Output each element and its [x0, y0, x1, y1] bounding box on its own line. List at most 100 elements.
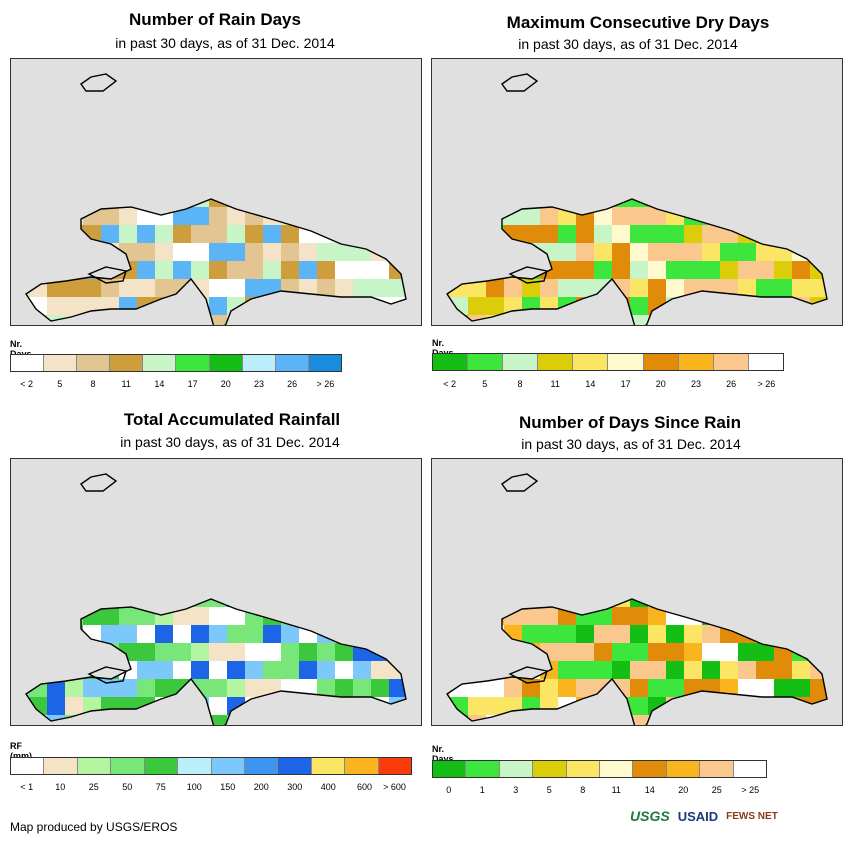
grid-cell: [450, 679, 468, 697]
grid-cell: [26, 661, 29, 679]
legend-swatch: [144, 758, 179, 774]
grid-cell: [792, 661, 810, 679]
grid-cell: [227, 261, 245, 279]
grid-cell: [684, 661, 702, 679]
grid-cell: [774, 643, 792, 661]
grid-cell: [828, 189, 842, 207]
grid-cell: [371, 207, 389, 225]
legend-label: > 26: [757, 379, 776, 389]
grid-cell: [648, 315, 666, 325]
grid-cell: [447, 715, 450, 725]
grid-cell: [101, 599, 119, 607]
grid-cell: [612, 225, 630, 243]
grid-cell: [371, 599, 389, 607]
grid-cell: [299, 279, 317, 297]
grid-cell: [738, 643, 756, 661]
grid-cell: [447, 315, 450, 325]
grid-cell: [810, 207, 827, 225]
grid-cell: [774, 315, 792, 325]
grid-cell: [558, 697, 576, 715]
grid-cell: [630, 207, 648, 225]
grid-cell: [245, 315, 263, 325]
legend-swatch: [433, 761, 467, 777]
grid-cell: [29, 199, 47, 207]
grid-cell: [648, 243, 666, 261]
grid-cell: [774, 679, 792, 697]
grid-cell: [299, 599, 317, 607]
grid-cell: [612, 715, 630, 725]
grid-cell: [720, 661, 738, 679]
legend-swatch: [503, 354, 539, 370]
map-rain-days: [10, 58, 422, 326]
grid-cell: [371, 715, 389, 725]
coastline: [446, 598, 828, 725]
grid-cell: [353, 599, 371, 607]
grid-cell: [101, 607, 119, 625]
grid-cell: [522, 607, 540, 625]
grid-cell: [648, 225, 666, 243]
grid-cell: [702, 297, 720, 315]
grid-cell: [47, 261, 65, 279]
grid-cell: [26, 207, 29, 225]
grid-cell: [389, 315, 406, 325]
grid-cell: [47, 607, 65, 625]
grid-cell: [281, 225, 299, 243]
grid-cell: [576, 225, 594, 243]
grid-cell: [101, 225, 119, 243]
grid-cell: [792, 679, 810, 697]
grid-cell: [792, 643, 810, 661]
legend-swatch: [143, 355, 177, 371]
grid-cell: [648, 279, 666, 297]
legend-label: 20: [220, 379, 231, 389]
coastline: [446, 198, 828, 325]
grid-cell: [576, 279, 594, 297]
grid-cell: [227, 279, 245, 297]
legend-bar: [10, 757, 412, 775]
grid-cell: [594, 315, 612, 325]
grid-cell: [468, 679, 486, 697]
grid-cell: [263, 599, 281, 607]
grid-cell: [828, 607, 842, 625]
grid-cell: [684, 607, 702, 625]
grid-cell: [540, 279, 558, 297]
grid-cell: [450, 607, 468, 625]
grid-cell: [792, 261, 810, 279]
legend-swatch: [242, 355, 276, 371]
grid-cell: [684, 599, 702, 607]
grid-cell: [486, 225, 504, 243]
grid-cell: [209, 261, 227, 279]
grid-cell: [191, 625, 209, 643]
grid-cell: [468, 225, 486, 243]
grid-cell: [317, 715, 335, 725]
grid-cell: [648, 599, 666, 607]
coastline: [87, 666, 127, 684]
legend-swatch: [499, 761, 534, 777]
legend-swatch: [176, 355, 210, 371]
legend-label: 14: [644, 785, 655, 795]
grid-cell: [227, 607, 245, 625]
grid-cell: [774, 199, 792, 207]
coastline: [501, 73, 539, 92]
grid-cell: [245, 625, 263, 643]
legend-swatch: [11, 355, 45, 371]
grid-cell: [666, 599, 684, 607]
grid-cell: [119, 599, 137, 607]
grid-cell: [738, 607, 756, 625]
legend-swatch: [533, 761, 567, 777]
grid-cell: [612, 599, 630, 607]
legend-label: 25: [88, 782, 99, 792]
legend-swatch: [311, 758, 346, 774]
grid-cell: [209, 315, 227, 325]
grid-cell: [353, 261, 371, 279]
grid-cell: [29, 599, 47, 607]
grid-cell: [263, 225, 281, 243]
grid-cell: [684, 697, 702, 715]
grid-cell: [774, 697, 792, 715]
grid-cell: [720, 679, 738, 697]
grid-cell: [720, 315, 738, 325]
grid-cell: [353, 643, 371, 661]
grid-cell: [29, 679, 47, 697]
grid-cell: [47, 679, 65, 697]
grid-cell: [522, 199, 540, 207]
grid-cell: [540, 297, 558, 315]
